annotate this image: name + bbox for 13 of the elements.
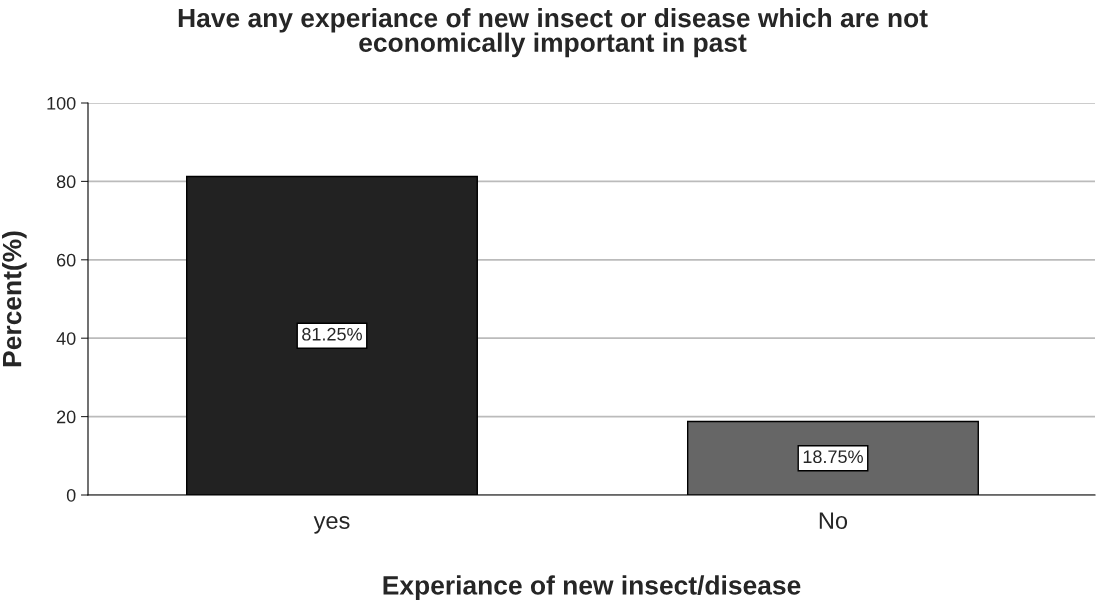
- y-tick-label: 0: [66, 488, 76, 502]
- y-tick-label: 20: [57, 410, 76, 424]
- y-tick-label: 40: [56, 332, 76, 345]
- x-tick-label: yes: [313, 516, 350, 534]
- chart-title: Have any experiance of new insect or disease which are not economically important in past: [178, 8, 928, 58]
- data-label: 81.25%: [302, 327, 362, 341]
- y-tick-label: 60: [57, 253, 76, 267]
- y-axis-title: Percent(%): [2, 231, 27, 367]
- data-label: 18.75%: [803, 450, 863, 464]
- y-tick-label: 100: [47, 96, 76, 110]
- x-tick-label: No: [819, 512, 848, 530]
- x-axis-title: Experiance of new insect/disease: [383, 575, 801, 600]
- y-tick-label: 80: [56, 175, 76, 189]
